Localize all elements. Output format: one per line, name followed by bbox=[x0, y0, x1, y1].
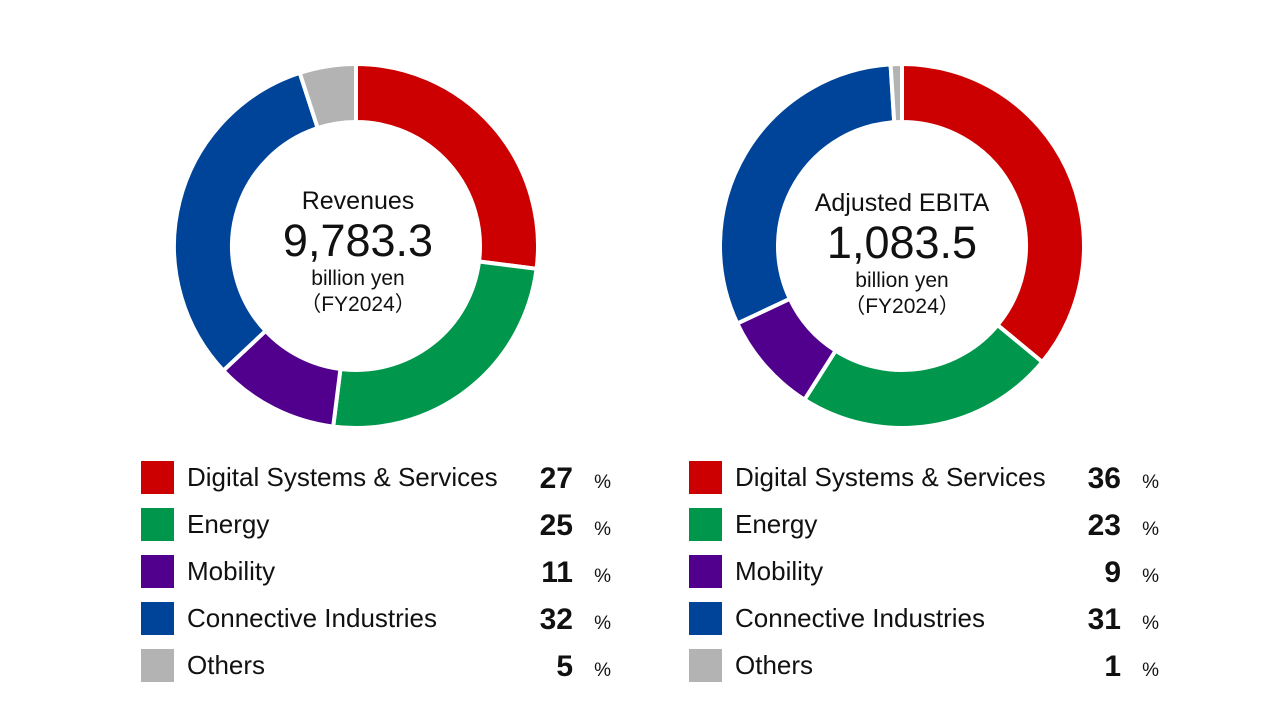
donut-slice-connective-industries bbox=[718, 62, 897, 327]
legend-item: Mobility 9% bbox=[689, 554, 1159, 589]
period-label: （FY2024） bbox=[844, 295, 960, 318]
legend-item: Connective Industries 32% bbox=[141, 601, 611, 636]
legend-value: 25 bbox=[539, 509, 573, 542]
donut-slice-energy bbox=[330, 259, 539, 430]
chart-title: Revenues bbox=[301, 187, 415, 215]
legend-label: Digital Systems & Services bbox=[735, 462, 1046, 492]
legend-value: 5 bbox=[556, 650, 573, 683]
ebita-donut-chart bbox=[718, 61, 1086, 430]
ebita-center-label: Adjusted EBITA 1,083.5 billion yen （FY20… bbox=[782, 188, 1022, 320]
donut-slice-digital-systems-services bbox=[354, 61, 540, 272]
period-label: （FY2024） bbox=[300, 293, 416, 316]
legend-value: 11 bbox=[541, 556, 573, 589]
legend-value: 9 bbox=[1104, 556, 1121, 589]
donut-slice-others bbox=[888, 61, 904, 125]
legend-swatch bbox=[141, 461, 174, 494]
percent-symbol: % bbox=[1142, 566, 1159, 587]
legend-value: 27 bbox=[539, 462, 573, 495]
legend-value: 23 bbox=[1087, 509, 1121, 542]
legend-item: Others 1% bbox=[689, 648, 1159, 683]
legend-item: Mobility 11% bbox=[141, 554, 611, 589]
legend-swatch bbox=[689, 555, 722, 588]
donut-slice-connective-industries bbox=[172, 70, 321, 374]
ebita-chart-panel: Adjusted EBITA 1,083.5 billion yen （FY20… bbox=[548, 0, 1192, 718]
legend-label: Mobility bbox=[735, 556, 824, 586]
legend-swatch bbox=[141, 602, 174, 635]
legend-value: 32 bbox=[539, 603, 573, 636]
legend-label: Others bbox=[735, 650, 814, 680]
percent-symbol: % bbox=[1142, 472, 1159, 493]
legend-item: Energy 25% bbox=[141, 507, 611, 542]
legend-item: Others 5% bbox=[141, 648, 611, 683]
legend-swatch bbox=[141, 555, 174, 588]
percent-symbol: % bbox=[1142, 660, 1159, 681]
percent-symbol: % bbox=[594, 519, 611, 540]
percent-symbol: % bbox=[594, 660, 611, 681]
chart-title: Adjusted EBITA bbox=[814, 189, 990, 217]
legend-item: Digital Systems & Services 36% bbox=[689, 460, 1159, 495]
legend-label: Others bbox=[187, 650, 266, 680]
legend-swatch bbox=[689, 649, 722, 682]
legend-label: Energy bbox=[735, 509, 818, 539]
legend-swatch bbox=[141, 649, 174, 682]
percent-symbol: % bbox=[1142, 519, 1159, 540]
unit-label: billion yen bbox=[311, 267, 405, 290]
total-value: 1,083.5 bbox=[826, 217, 978, 268]
legend-label: Digital Systems & Services bbox=[187, 462, 498, 492]
legend-swatch bbox=[689, 461, 722, 494]
percent-symbol: % bbox=[594, 566, 611, 587]
revenues-chart-panel: Revenues 9,783.3 billion yen （FY2024） Di… bbox=[141, 61, 611, 683]
percent-symbol: % bbox=[594, 613, 611, 634]
legend-swatch bbox=[689, 508, 722, 541]
legend-item: Energy 23% bbox=[689, 507, 1159, 542]
legend-label: Mobility bbox=[187, 556, 276, 586]
donut-slice-energy bbox=[801, 322, 1046, 430]
donut-slice-others bbox=[297, 61, 358, 131]
legend-swatch bbox=[689, 602, 722, 635]
unit-label: billion yen bbox=[855, 269, 949, 292]
legend-value: 1 bbox=[1104, 650, 1121, 683]
donut-slice-digital-systems-services bbox=[900, 61, 1086, 365]
legend-label: Connective Industries bbox=[735, 603, 986, 633]
legend-label: Connective Industries bbox=[187, 603, 438, 633]
legend-label: Energy bbox=[187, 509, 270, 539]
total-value: 9,783.3 bbox=[282, 215, 434, 266]
revenues-donut-chart bbox=[172, 61, 540, 430]
legend-swatch bbox=[141, 508, 174, 541]
legend-item: Digital Systems & Services 27% bbox=[141, 460, 611, 495]
legend-value: 36 bbox=[1087, 462, 1121, 495]
legend-value: 31 bbox=[1087, 603, 1121, 636]
percent-symbol: % bbox=[594, 472, 611, 493]
percent-symbol: % bbox=[1142, 613, 1159, 634]
legend-item: Connective Industries 31% bbox=[689, 601, 1159, 636]
revenues-center-label: Revenues 9,783.3 billion yen （FY2024） bbox=[238, 186, 478, 318]
